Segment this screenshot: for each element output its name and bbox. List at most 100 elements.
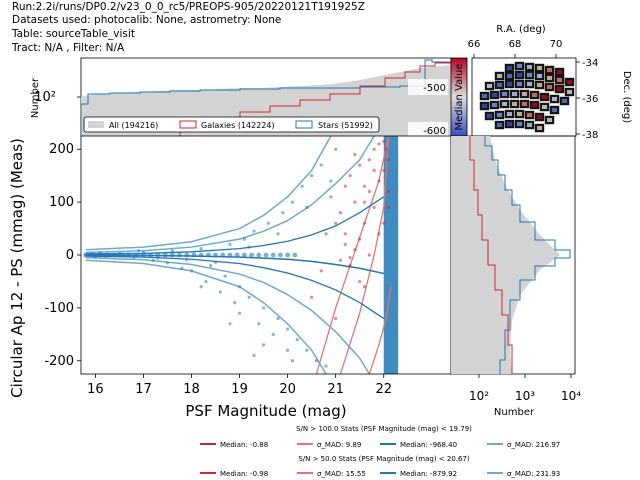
top-histogram: 10² Number All (194216) Galaxies (142224… [30,57,452,137]
star-locus-point-9 [148,252,154,258]
galaxy-point-7 [353,200,357,204]
star-point-40 [209,263,213,268]
sky-tile-value-12 [557,78,562,82]
star-point-39 [286,348,290,352]
galaxy-point-15 [372,147,376,151]
galaxy-point-11 [362,184,367,188]
star-locus-point-10 [155,252,161,258]
right-hist-xlabel: Number [494,407,535,418]
galaxy-point-29 [362,285,367,289]
galaxy-point-14 [367,253,371,257]
scatter-points [83,139,391,368]
star-locus-point-12 [169,252,175,258]
galaxy-point-1 [334,221,338,225]
colorbar-tick-bg-1 [408,79,448,95]
star-point-13 [223,274,227,278]
stats-block1-title: S/N > 100.0 Stats (PSF Magnitude (mag) <… [296,425,472,433]
galaxy-point-6 [348,263,352,268]
star-locus-point-6 [126,252,132,258]
galaxy-point-37 [324,232,328,236]
sky-tile-value-1 [517,64,522,68]
galaxy-point-31 [310,295,314,299]
star-point-23 [286,327,290,331]
star-locus-point-14 [184,252,190,258]
galaxy-point-4 [343,242,347,247]
sky-xtick-68: 68 [509,39,522,50]
star-point-32 [334,147,338,151]
ytick-label-200: 200 [49,142,74,157]
star-locus-point-3 [105,252,110,258]
sky-tile-value-2 [527,65,532,69]
sky-tile-value-33 [492,103,497,107]
star-point-27 [305,348,309,352]
sky-tile-value-45 [537,115,542,119]
ytick-label-100: 100 [49,195,74,210]
galaxy-point-22 [386,189,391,194]
star-point-18 [252,229,256,233]
galaxy-point-32 [334,316,338,321]
sky-tile-value-32 [482,104,487,108]
star-locus-point-22 [241,252,247,258]
legend-swatch-galaxies [179,120,197,129]
star-point-33 [189,269,194,273]
sky-tile-value-38 [542,105,547,109]
sky-tile-value-39 [552,108,557,112]
galaxy-point-33 [353,152,357,157]
sky-tile-value-6 [497,74,502,78]
sky-tile-value-41 [497,113,502,117]
star-envelope-upper-outer [85,136,332,251]
star-locus-point-8 [141,252,146,258]
star-point-43 [237,311,242,315]
star-point-34 [204,279,208,284]
galaxy-point-0 [329,195,333,199]
star-point-53 [151,258,155,262]
galaxy-point-23 [386,158,391,162]
galaxy-point-27 [338,258,343,262]
sky-tile-value-44 [527,113,532,117]
star-envelope-upper-inner [85,196,385,255]
ytick-label-0: 0 [66,248,74,263]
sky-tile-value-24 [492,93,497,97]
galaxy-point-26 [348,256,352,260]
legend-swatch-all [88,121,104,128]
star-point-25 [295,338,299,342]
sky-tile-value-48 [507,122,512,126]
star-point-19 [261,306,266,310]
main-scatter-panel: 16 17 18 19 20 21 22 -200 -100 0 100 200 PSF Magni… [8,135,452,420]
galaxy-point-24 [358,237,362,241]
stats-legend: S/N > 100.0 Stats (PSF Magnitude (mag) <… [200,425,560,478]
star-point-29 [314,359,319,363]
star-point-15 [237,285,242,289]
galaxy-point-39 [386,205,391,209]
galaxy-point-36 [343,184,347,188]
star-point-47 [276,232,280,236]
sky-tile-value-34 [502,102,507,106]
sky-tile-value-49 [517,122,522,126]
sky-tile-value-9 [527,73,532,77]
sky-tile-value-51 [537,126,542,130]
colorbar-tick-1: -500 [423,83,446,94]
sky-tile-value-15 [497,83,502,87]
stats-block1-label-3: σ_MAD: 216.97 [507,441,560,449]
sky-ytick-34: -34 [582,58,598,69]
star-point-36 [233,301,237,305]
star-locus-point-2 [97,252,103,258]
right-xtick-1000: 10³ [515,389,535,403]
star-point-31 [324,364,328,368]
star-locus-point-21 [234,252,240,258]
xtick-label-19: 19 [231,382,248,397]
star-point-42 [180,266,184,270]
star-locus-point-28 [285,252,291,258]
sky-xtick-70: 70 [550,39,563,50]
ytick-label--100: -100 [44,301,74,316]
sky-tile-value-40 [487,114,492,118]
star-point-24 [290,200,295,204]
star-locus-point-19 [220,252,226,258]
star-point-20 [266,221,271,225]
main-ylabel: Circular Ap 12 - PS (mmag) (Meas) [8,138,26,398]
sky-tile-value-31 [562,99,567,103]
stats-block1-items: Median: -0.88 σ_MAD: 9.89 Median: -968.40 σ… [200,441,560,449]
sky-tile-value-10 [537,74,542,78]
star-median-line [85,254,384,275]
galaxy-point-34 [372,168,376,172]
